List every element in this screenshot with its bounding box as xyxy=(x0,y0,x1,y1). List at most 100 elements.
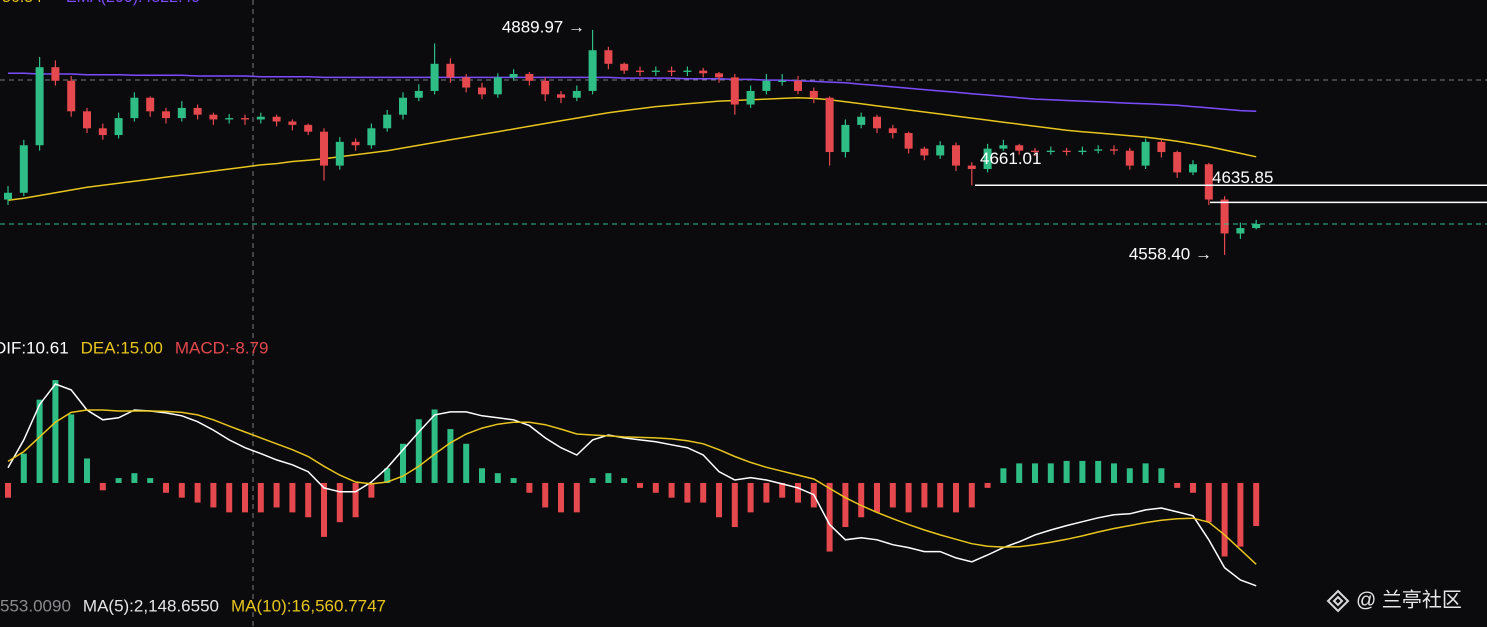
candle-body xyxy=(1189,164,1197,173)
candle-body xyxy=(572,90,581,98)
price-annotation: 4661.01 xyxy=(980,149,1041,168)
macd-bar xyxy=(99,482,106,491)
candle-body xyxy=(35,67,44,146)
macd-bar xyxy=(1047,463,1054,483)
macd-bar xyxy=(968,482,975,508)
candle-body xyxy=(19,145,28,193)
candle-body xyxy=(509,73,518,78)
macd-bar xyxy=(542,482,549,508)
candle-body xyxy=(825,97,834,153)
macd-bar xyxy=(858,482,865,518)
watermark-logo xyxy=(1326,589,1350,613)
candle-body xyxy=(162,111,170,119)
macd-bar xyxy=(20,453,27,483)
candle-body xyxy=(1015,145,1024,151)
candle-body xyxy=(272,116,281,122)
macd-bar xyxy=(321,482,327,537)
candle-body xyxy=(604,50,613,64)
candle-body xyxy=(177,107,186,119)
ma-line xyxy=(7,96,1257,201)
macd-bar xyxy=(589,478,596,483)
candle-body xyxy=(525,73,534,81)
macd-bar xyxy=(178,482,185,498)
candle-body xyxy=(146,97,155,112)
macd-bar xyxy=(526,482,533,493)
macd-bar xyxy=(1237,482,1244,547)
candle-body xyxy=(999,145,1008,149)
macd-bar xyxy=(652,482,659,493)
macd-bar xyxy=(384,468,391,483)
candle-body xyxy=(888,128,897,134)
macd-bar xyxy=(194,482,201,503)
candle-body xyxy=(920,148,929,156)
macd-bar xyxy=(273,482,280,508)
candle-body xyxy=(794,80,802,91)
candle-body xyxy=(699,70,708,74)
macd-bar xyxy=(447,429,454,483)
candle-body xyxy=(1125,150,1134,166)
macd-legend: DEA:15.00 xyxy=(81,338,163,357)
candle-body xyxy=(1094,149,1103,151)
candle-body xyxy=(557,94,565,98)
macd-bar xyxy=(889,482,896,508)
candle-body xyxy=(225,118,234,120)
macd-bar xyxy=(1253,482,1260,527)
volume-legend: MA(10):16,560.7747 xyxy=(231,596,386,615)
candle-body xyxy=(983,148,992,170)
macd-bar xyxy=(874,482,880,513)
macd-bar xyxy=(921,482,928,508)
candle-body xyxy=(98,128,107,136)
candle-body xyxy=(857,116,866,125)
macd-bar xyxy=(131,473,138,483)
candle-body xyxy=(430,63,439,91)
volume-legend: MA(5):2,148.6550 xyxy=(83,596,219,615)
candle-body xyxy=(841,124,850,153)
macd-bar xyxy=(1000,468,1007,483)
candle-body xyxy=(288,121,297,125)
candle-body xyxy=(1173,152,1182,173)
macd-bar xyxy=(5,482,11,498)
macd-bar xyxy=(953,482,959,513)
macd-bar xyxy=(147,478,154,483)
macd-bar xyxy=(36,399,43,483)
macd-bar xyxy=(937,482,944,508)
macd-bar xyxy=(779,482,786,498)
candle-body xyxy=(414,90,423,98)
macd-bar xyxy=(621,478,628,483)
candle-body xyxy=(967,165,976,170)
candle-body xyxy=(335,141,344,166)
candle-body xyxy=(478,87,486,95)
macd-bar xyxy=(68,414,75,483)
macd-bar xyxy=(1111,463,1117,483)
macd-bar xyxy=(257,482,264,513)
macd-legend: DIF:10.61 xyxy=(0,338,69,357)
candle-body xyxy=(1046,150,1055,153)
candle-body xyxy=(778,80,787,82)
candle-body xyxy=(462,77,471,88)
macd-bar xyxy=(1095,460,1102,483)
macd-bar xyxy=(1190,482,1196,493)
candle-body xyxy=(762,80,771,91)
macd-bar xyxy=(336,482,343,523)
candle-body xyxy=(620,63,629,71)
macd-bar xyxy=(479,468,485,483)
macd-bar xyxy=(668,482,675,498)
candle-body xyxy=(1236,228,1245,234)
macd-bar xyxy=(1221,482,1228,557)
candle-body xyxy=(67,80,76,112)
candle-body xyxy=(1062,150,1071,153)
macd-bar xyxy=(226,482,233,513)
candle-body xyxy=(367,128,376,146)
macd-legend: MACD:-8.79 xyxy=(175,338,269,357)
candle-body xyxy=(541,80,550,95)
macd-bar xyxy=(716,482,722,518)
candle-body xyxy=(1078,150,1087,153)
candle-body xyxy=(241,118,249,120)
indicator-header: 56.54 xyxy=(2,0,42,6)
candle-body xyxy=(952,145,960,166)
macd-bar xyxy=(289,482,296,513)
candle-body xyxy=(351,141,360,146)
